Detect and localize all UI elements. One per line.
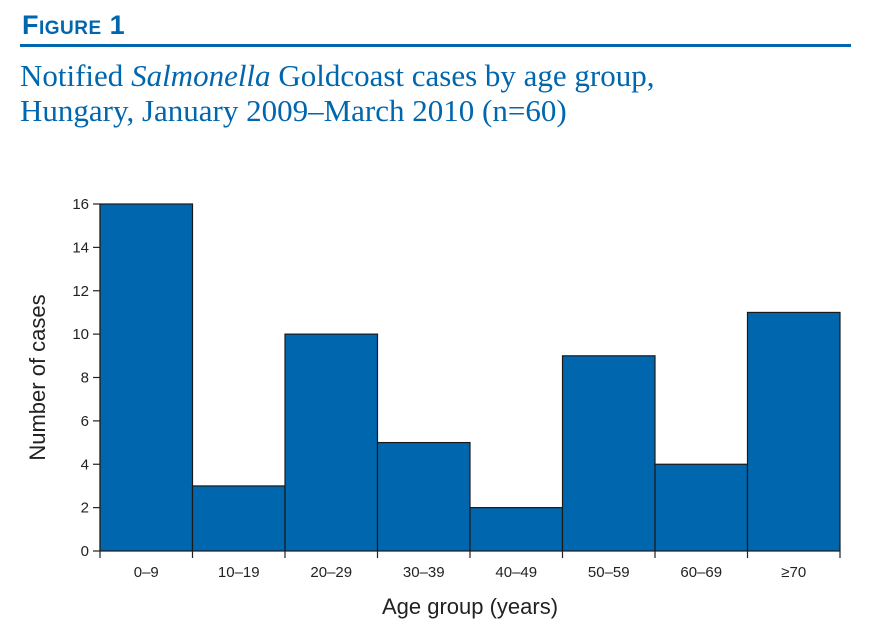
x-tick-label-1: 10–19 — [218, 564, 260, 581]
bar-chart: 0 2 4 6 8 10 12 14 16 0–9 10–19 20–29 30–39 40–49 50–5… — [0, 0, 871, 635]
x-tick-label-4: 40–49 — [495, 564, 537, 581]
bar-6 — [655, 464, 748, 551]
y-tick-label-0: 0 — [81, 543, 89, 560]
bar-0 — [100, 204, 193, 551]
bar-4 — [470, 508, 563, 551]
x-tick-label-5: 50–59 — [588, 564, 630, 581]
y-tick-label-7: 14 — [72, 239, 89, 256]
y-tick-label-1: 2 — [81, 500, 89, 517]
x-axis-label: Age group (years) — [382, 594, 558, 619]
y-tick-label-6: 12 — [72, 283, 89, 300]
x-tick-label-3: 30–39 — [403, 564, 445, 581]
x-tick-label-2: 20–29 — [310, 564, 352, 581]
y-axis-label: Number of cases — [25, 294, 50, 460]
y-tick-label-5: 10 — [72, 326, 89, 343]
y-tick-label-4: 8 — [81, 370, 89, 387]
x-tick-label-6: 60–69 — [680, 564, 722, 581]
bar-1 — [193, 486, 286, 551]
x-tick-label-0: 0–9 — [134, 564, 159, 581]
bar-2 — [285, 334, 378, 551]
y-tick-label-2: 4 — [81, 456, 89, 473]
bar-5 — [563, 356, 656, 551]
bar-3 — [378, 443, 471, 551]
bar-7 — [748, 312, 841, 551]
bars-group — [100, 204, 840, 551]
x-tick-label-7: ≥70 — [781, 564, 806, 581]
y-tick-label-8: 16 — [72, 196, 89, 213]
y-tick-label-3: 6 — [81, 413, 89, 430]
